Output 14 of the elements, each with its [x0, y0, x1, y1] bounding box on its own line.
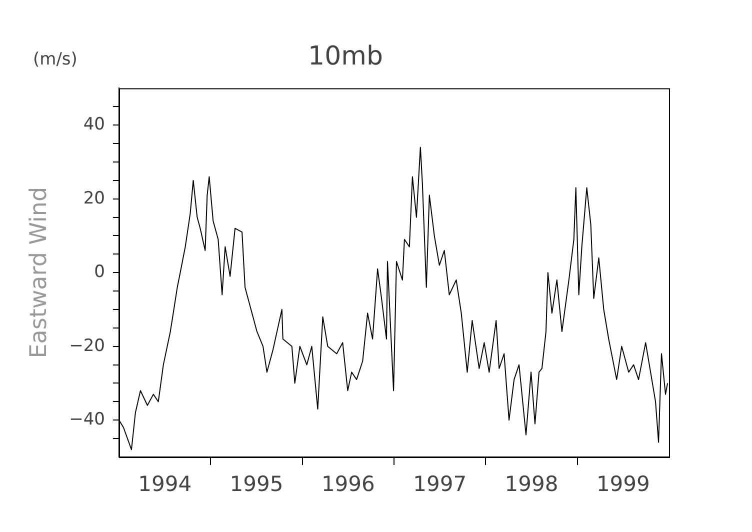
x-tick-label: 1994 — [138, 472, 192, 496]
y-tick-label: 40 — [83, 114, 105, 134]
y-axis-title: Eastward Wind — [26, 186, 52, 358]
chart-title: 10mb — [308, 41, 383, 72]
x-tick-label: 1996 — [321, 472, 375, 496]
x-tick-label: 1997 — [413, 472, 467, 496]
x-tick-label: 1995 — [230, 472, 284, 496]
x-tick-label: 1999 — [596, 472, 650, 496]
text: (m/s) — [33, 49, 78, 70]
y-tick-label: 0 — [94, 262, 105, 282]
x-tick-label: 1998 — [504, 472, 558, 496]
y-tick-label: −20 — [69, 336, 105, 356]
y-tick-label: 20 — [83, 188, 105, 208]
y-tick-label: −40 — [69, 410, 105, 430]
